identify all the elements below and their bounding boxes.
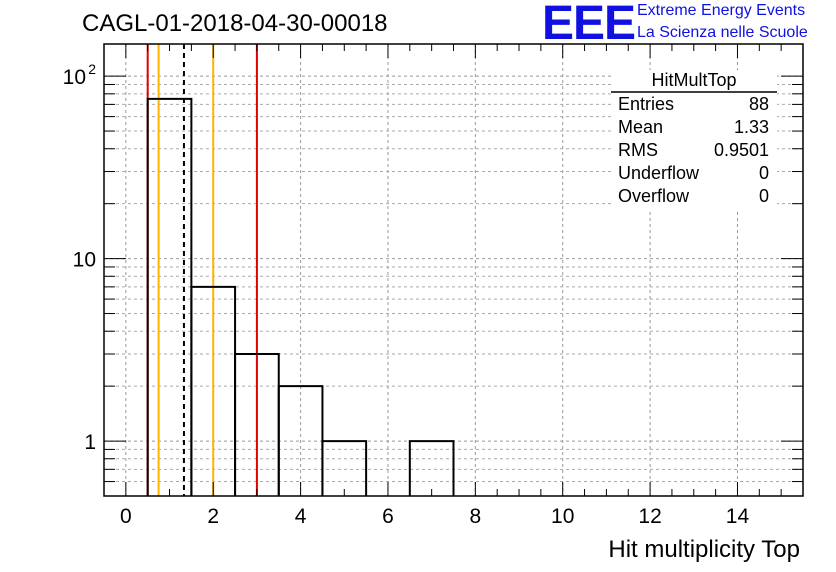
eee-logo: EEE [542, 0, 636, 50]
x-tick-label: 6 [382, 505, 394, 528]
logo-line-1: Extreme Energy Events [637, 2, 806, 19]
x-axis-label: Hit multiplicity Top [608, 536, 800, 563]
x-tick-label: 12 [638, 505, 661, 528]
chart-title: CAGL-01-2018-04-30-00018 [82, 10, 388, 37]
reference-lines [146, 44, 258, 496]
stats-label: RMS [618, 140, 658, 160]
stats-title: HitMultTop [651, 70, 736, 90]
histogram-bars [146, 97, 455, 496]
x-tick-label: 10 [551, 505, 574, 528]
x-tick-label: 14 [726, 505, 750, 528]
stats-value: 1.33 [734, 117, 769, 137]
stats-value: 0 [759, 186, 769, 206]
x-tick-label: 2 [207, 505, 219, 528]
y-tick-exponent: 2 [88, 61, 96, 77]
stats-label: Entries [618, 94, 674, 114]
stats-label: Mean [618, 117, 663, 137]
y-tick-label: 1 [84, 431, 96, 454]
x-tick-label: 0 [120, 505, 132, 528]
logo-line-2: La Scienza nelle Scuole [637, 24, 808, 41]
axis-ticks [103, 44, 804, 497]
stats-box: HitMultTop Entries 88 Mean 1.33 RMS 0.9501 Unde… [611, 70, 777, 210]
y-tick-label: 10 [63, 66, 86, 89]
stats-box-bg [611, 70, 777, 210]
y-tick-label: 10 [73, 249, 96, 272]
x-tick-label: 8 [470, 505, 482, 528]
stats-label: Overflow [618, 186, 690, 206]
x-tick-label: 4 [295, 505, 307, 528]
stats-value: 88 [749, 94, 769, 114]
histogram-bin [321, 440, 368, 496]
stats-value: 0.9501 [714, 140, 769, 160]
stats-value: 0 [759, 163, 769, 183]
histogram-bin [408, 440, 455, 496]
stats-label: Underflow [618, 163, 700, 183]
